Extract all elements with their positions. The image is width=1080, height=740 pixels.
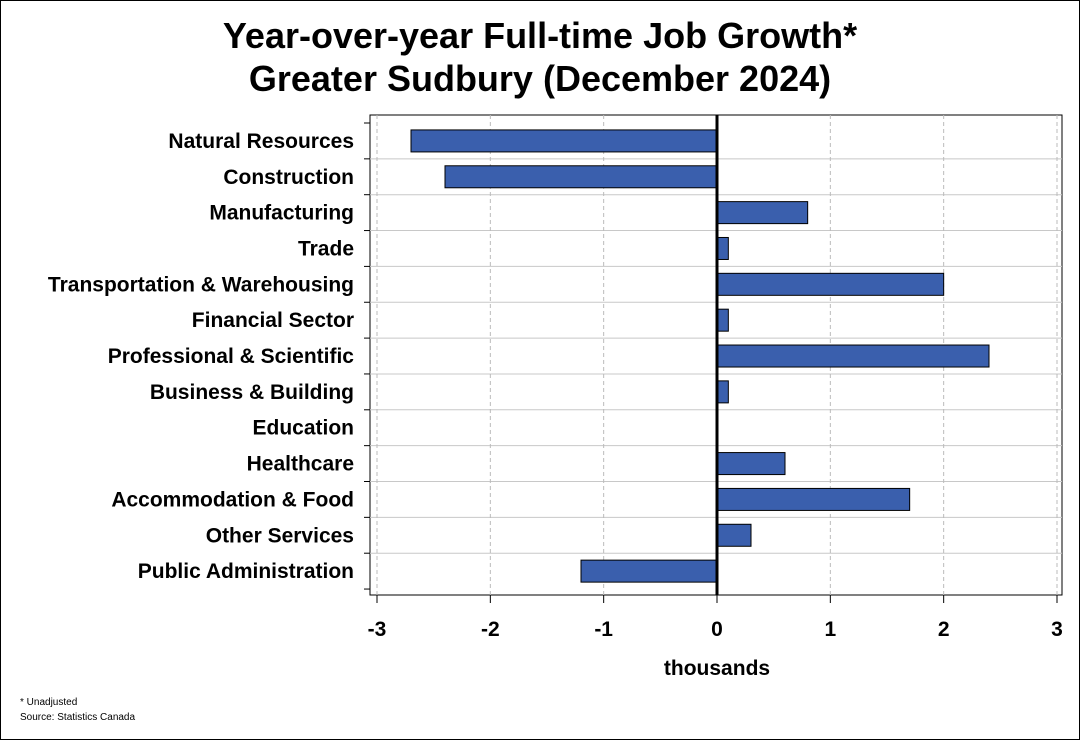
x-axis-title: thousands: [664, 657, 770, 680]
bar-0: [410, 129, 718, 153]
category-label: Natural Resources: [168, 130, 354, 153]
chart-title: Year-over-year Full-time Job Growth* Gre…: [0, 14, 1080, 100]
bar-12: [580, 559, 718, 583]
category-label: Trade: [298, 237, 354, 260]
category-label: Public Administration: [138, 560, 354, 583]
category-label: Other Services: [206, 524, 354, 547]
bar-7: [716, 380, 729, 404]
category-label: Manufacturing: [209, 202, 354, 225]
x-tick-label: 2: [938, 618, 950, 641]
bar-3: [716, 236, 729, 260]
bar-11: [716, 523, 752, 547]
category-label: Education: [252, 417, 354, 440]
bar-1: [444, 165, 718, 189]
category-label: Financial Sector: [192, 309, 354, 332]
x-tick-label: -2: [481, 618, 500, 641]
footnote-unadjusted: * Unadjusted: [20, 697, 78, 708]
category-label: Professional & Scientific: [108, 345, 355, 368]
x-tick-label: -1: [594, 618, 613, 641]
category-label: Accommodation & Food: [111, 488, 354, 511]
category-label: Healthcare: [247, 453, 354, 476]
category-label: Business & Building: [150, 381, 354, 404]
bar-2: [716, 201, 809, 225]
bar-9: [716, 452, 786, 476]
x-tick-label: 3: [1051, 618, 1063, 641]
category-label: Transportation & Warehousing: [48, 273, 354, 296]
bar-4: [716, 272, 945, 296]
category-label: Construction: [223, 166, 354, 189]
x-tick-label: -3: [368, 618, 387, 641]
chart-title-line1: Year-over-year Full-time Job Growth*: [222, 15, 858, 56]
x-tick-label: 0: [711, 618, 723, 641]
footnote-source: Source: Statistics Canada: [20, 712, 136, 723]
x-tick-label: 1: [824, 618, 836, 641]
bar-5: [716, 308, 729, 332]
bar-10: [716, 487, 911, 511]
bar-6: [716, 344, 990, 368]
chart-title-line2: Greater Sudbury (December 2024): [248, 58, 832, 99]
